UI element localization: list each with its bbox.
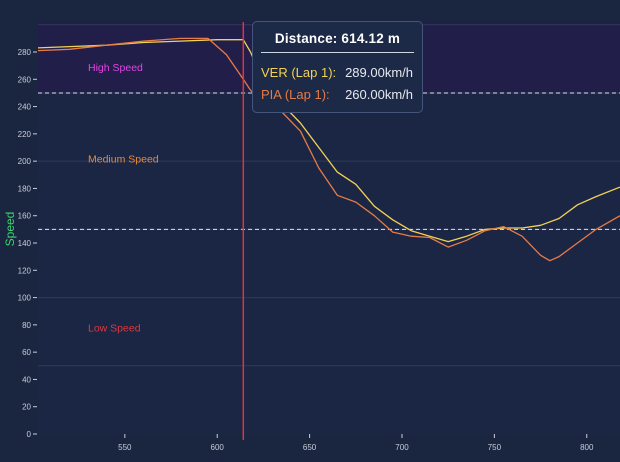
x-tick-label: 700 xyxy=(395,443,409,452)
y-tick-label: 140 xyxy=(18,239,32,248)
tooltip-distance: Distance: 614.12 m xyxy=(274,31,401,46)
y-tick-label: 200 xyxy=(18,157,32,166)
x-tick-label: 600 xyxy=(211,443,225,452)
y-tick-label: 220 xyxy=(18,130,32,139)
y-tick-label: 80 xyxy=(22,321,31,330)
tooltip-separator xyxy=(261,52,414,53)
series-line xyxy=(37,39,620,243)
series-line xyxy=(37,37,620,262)
x-tick-label: 550 xyxy=(118,443,132,452)
tooltip-ver-label: VER (Lap 1): xyxy=(261,64,337,80)
y-tick-label: 160 xyxy=(18,212,32,221)
x-tick-label: 750 xyxy=(488,443,502,452)
tooltip-row-ver: VER (Lap 1): 289.00km/h xyxy=(253,61,422,83)
zone-label: Medium Speed xyxy=(88,153,159,165)
zone-label: Low Speed xyxy=(88,323,141,335)
tooltip-pia-value: 260.00km/h xyxy=(345,86,413,102)
y-tick-label: 0 xyxy=(27,430,32,439)
x-tick-label: 800 xyxy=(580,443,594,452)
y-tick-label: 60 xyxy=(22,348,31,357)
zone-label: High Speed xyxy=(88,62,143,74)
y-tick-label: 120 xyxy=(18,266,32,275)
y-tick-label: 40 xyxy=(22,375,31,384)
tooltip-pia-label: PIA (Lap 1): xyxy=(261,86,330,102)
hover-tooltip: Distance: 614.12 m VER (Lap 1): 289.00km… xyxy=(252,21,423,113)
tooltip-row-pia: PIA (Lap 1): 260.00km/h xyxy=(253,83,422,105)
y-tick-label: 260 xyxy=(18,75,32,84)
y-tick-label: 100 xyxy=(18,294,32,303)
y-tick-label: 20 xyxy=(22,403,31,412)
y-tick-label: 280 xyxy=(18,48,32,57)
y-tick-label: 180 xyxy=(18,184,32,193)
y-tick-label: 240 xyxy=(18,103,32,112)
y-axis-label: Speed xyxy=(3,212,17,247)
x-tick-label: 650 xyxy=(303,443,317,452)
tooltip-ver-value: 289.00km/h xyxy=(345,64,413,80)
